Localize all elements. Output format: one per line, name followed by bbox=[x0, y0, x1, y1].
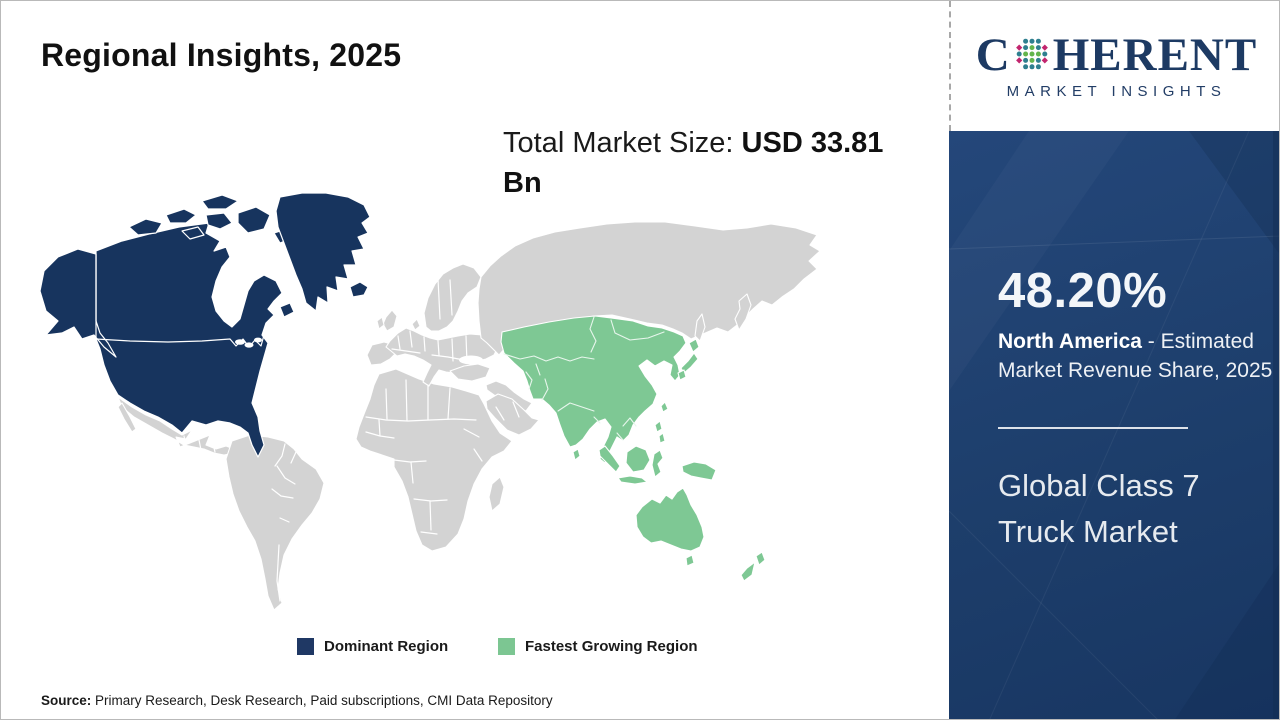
fastest-growing-region-label: Fastest Growing Region bbox=[525, 638, 698, 655]
world-map bbox=[34, 189, 944, 619]
total-market-size-value: USD 33.81 Bn bbox=[503, 127, 884, 199]
total-market-size: Total Market Size: USD 33.81 Bn bbox=[503, 123, 911, 203]
legend-item-dominant: Dominant Region bbox=[297, 638, 448, 655]
market-share-desc-text: - Estimated Market Revenue Share, 2025 bbox=[998, 330, 1273, 382]
brand-subtitle: MARKET INSIGHTS bbox=[1006, 83, 1227, 100]
market-share-description: North America - Estimated Market Revenue… bbox=[998, 327, 1274, 385]
source-text: Primary Research, Desk Research, Paid su… bbox=[91, 693, 553, 708]
brand-logo: C HERENT MARKET INSIGHTS bbox=[949, 1, 1279, 131]
market-name: Global Class 7 Truck Market bbox=[998, 468, 1200, 549]
region-north-america bbox=[39, 192, 371, 458]
panel-texture bbox=[949, 131, 1279, 719]
water-bodies bbox=[235, 337, 516, 384]
brand-wordmark: C HERENT bbox=[976, 32, 1257, 79]
page-title: Regional Insights, 2025 bbox=[41, 37, 402, 73]
country-borders bbox=[95, 253, 665, 602]
dominant-region-swatch bbox=[297, 638, 314, 655]
source-line: Source: Primary Research, Desk Research,… bbox=[41, 693, 553, 708]
brand-letter-c: C bbox=[975, 29, 1011, 81]
market-share-region: North America bbox=[998, 330, 1142, 353]
globe-dots-icon bbox=[1015, 38, 1048, 69]
fastest-growing-region-swatch bbox=[498, 638, 515, 655]
source-label: Source: bbox=[41, 693, 92, 708]
stats-panel: 48.20% North America - Estimated Market … bbox=[949, 131, 1279, 719]
legend-item-fastest-growing: Fastest Growing Region bbox=[498, 638, 698, 655]
brand-letters-rest: HERENT bbox=[1052, 29, 1258, 81]
dominant-region-label: Dominant Region bbox=[324, 638, 449, 655]
total-market-size-label: Total Market Size: bbox=[503, 127, 742, 159]
region-asia-pacific bbox=[500, 315, 766, 582]
panel-divider bbox=[998, 427, 1188, 429]
market-share-value: 48.20% bbox=[998, 264, 1168, 318]
